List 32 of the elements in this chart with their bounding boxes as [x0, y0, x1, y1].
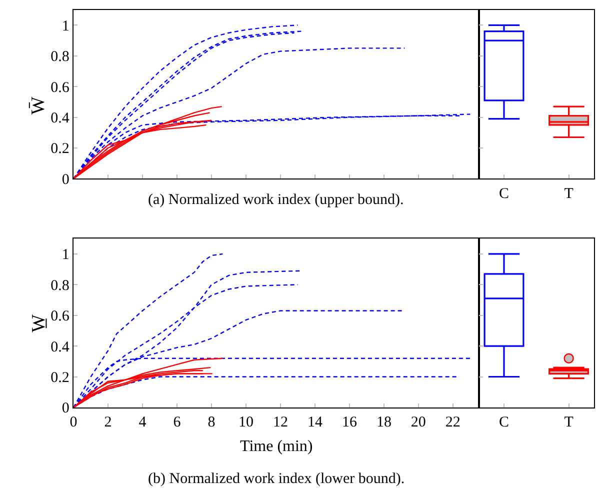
x-tick-label: C: [498, 414, 509, 431]
text: (a) Normalized work index (upper bound).: [148, 192, 404, 208]
x-tick-label: 22: [445, 414, 460, 431]
y-tick-label: 0.4: [50, 339, 70, 356]
y-tick-label: 0.6: [50, 308, 70, 325]
y-tick-label: 0.2: [50, 370, 70, 386]
x-tick-label: C: [498, 186, 509, 202]
y-tick-label: 0.4: [50, 110, 70, 127]
x-tick-label: 8: [208, 414, 216, 431]
y-axis-title: W̄: [28, 96, 50, 115]
y-tick-label: 0.2: [50, 141, 70, 158]
x-tick-label: 10: [238, 414, 254, 431]
y-tick-label: 0.6: [50, 80, 70, 96]
y-tick-label: 0: [62, 172, 70, 188]
y-tick-label: 0.8: [50, 278, 70, 294]
x-tick-label: 20: [410, 414, 426, 431]
x-tick-label: 6: [173, 414, 182, 431]
text: (b) Normalized work index (lower bound).: [148, 471, 405, 487]
x-tick-label: T: [564, 186, 574, 202]
x-tick-label: 12: [272, 414, 288, 431]
x-tick-label: 18: [376, 414, 392, 431]
y-axis-title: W̲: [28, 314, 50, 332]
x-tick-label: 2: [104, 414, 112, 431]
y-tick-label: 1: [62, 18, 70, 34]
y-tick-label: 0: [62, 400, 70, 417]
x-tick-label: 4: [138, 414, 147, 431]
x-axis-title: Time (min): [240, 438, 313, 455]
y-tick-label: 0.8: [50, 49, 70, 66]
x-tick-label: 16: [342, 414, 358, 431]
y-tick-label: 1: [62, 247, 70, 264]
x-tick-label: 14: [307, 414, 323, 431]
x-tick-label: T: [564, 414, 574, 431]
